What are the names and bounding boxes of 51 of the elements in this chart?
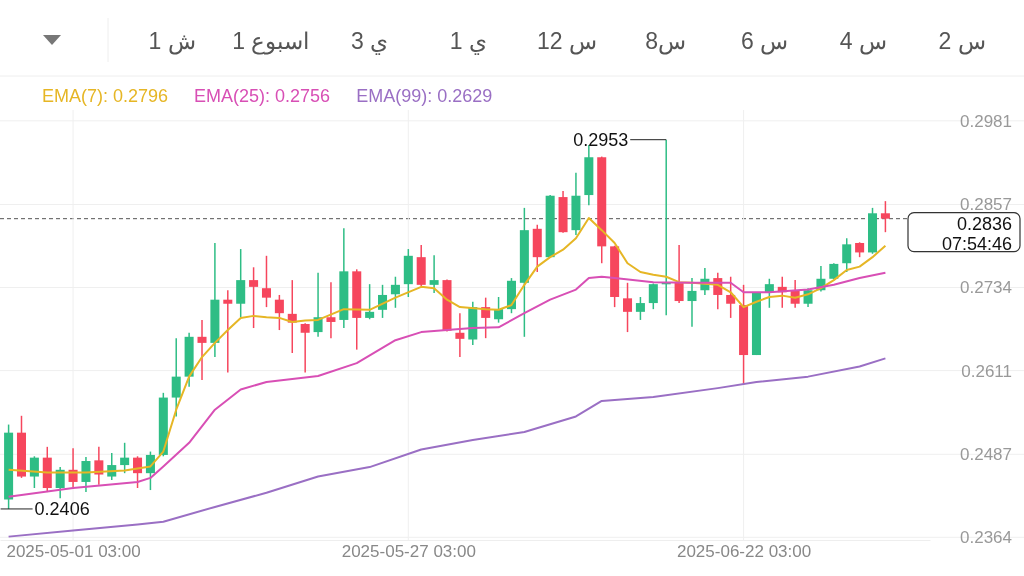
text: 6 س [740, 28, 789, 55]
text: 2 س [938, 28, 986, 55]
candlestick [326, 281, 336, 339]
candlestick [842, 237, 852, 273]
y-tick-label: 0.2611 [961, 361, 1012, 381]
text: 4 س [839, 28, 887, 55]
y-tick-label: 0.2981 [960, 111, 1012, 131]
y-tick-label: 0.2364 [960, 528, 1012, 548]
candlestick [223, 289, 233, 374]
y-tick-label: 0.2857 [960, 195, 1012, 215]
text: 3 ي [350, 28, 389, 55]
candlestick [455, 312, 465, 358]
candlestick [120, 442, 130, 474]
annotation: 0.2406 [34, 498, 90, 519]
candlestick [300, 322, 310, 374]
annotation: 0.2953 [573, 129, 629, 150]
candlestick [249, 266, 259, 329]
candlestick [429, 254, 439, 294]
candlestick [236, 248, 246, 318]
line-series [7, 357, 887, 538]
candlestick [365, 283, 375, 321]
text: EMA(99): 0.2629 [356, 86, 493, 106]
text: 07:54:46 [941, 233, 1012, 254]
candlestick [648, 282, 658, 310]
candlestick [623, 282, 633, 333]
line-series [7, 271, 887, 498]
candlestick [261, 255, 271, 308]
ref-line-label: 0.2836 [956, 213, 1012, 234]
text: 12 س [537, 28, 597, 55]
candlestick [171, 337, 181, 418]
candlestick [726, 275, 736, 319]
text: 1 ش [148, 28, 196, 55]
candlestick [197, 319, 207, 381]
x-tick-label: 2025-06-22 03:00 [676, 542, 812, 561]
candlestick [880, 200, 890, 233]
candlestick [674, 244, 684, 304]
text: 1 ي [449, 28, 487, 55]
text: 1 اسبوع [232, 28, 310, 55]
candlestick [635, 296, 645, 321]
candlestick [274, 294, 284, 331]
text: 8س [645, 28, 687, 55]
x-tick-label: 2025-05-27 03:00 [341, 542, 476, 561]
text: EMA(7): 0.2796 [42, 86, 169, 106]
y-tick-label: 0.2734 [960, 278, 1012, 298]
y-tick-label: 0.2487 [960, 445, 1012, 465]
candlestick [94, 446, 104, 486]
x-tick-label: 2025-05-01 03:00 [6, 542, 141, 561]
text: EMA(25): 0.2756 [194, 86, 331, 106]
candlestick [390, 275, 400, 309]
candlestick [81, 456, 91, 493]
candlestick [687, 277, 697, 328]
